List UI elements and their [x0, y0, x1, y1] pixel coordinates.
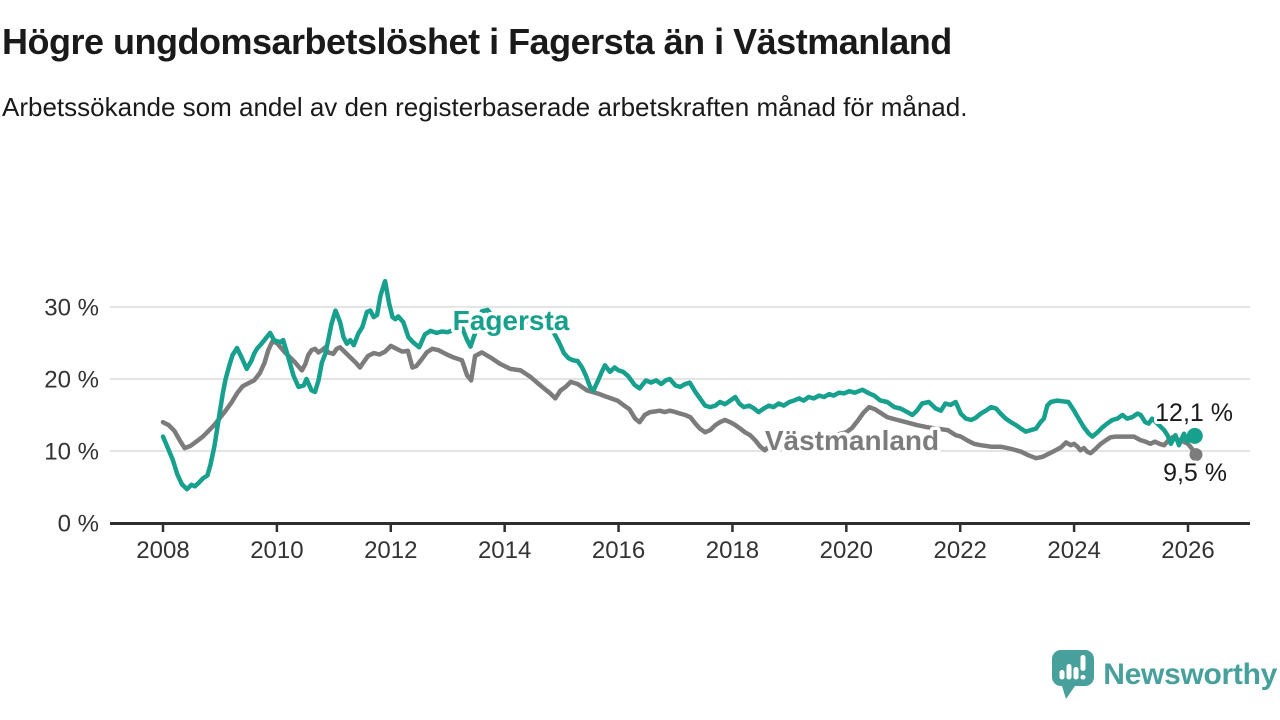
y-tick-label-10: 10 %	[44, 439, 99, 466]
vastmanland-series-label: Västmanland	[765, 425, 939, 456]
page-title: Högre ungdomsarbetslöshet i Fagersta än …	[2, 21, 952, 62]
x-axis-labels: 2008 2010 2012 2014 2016 2018 2020 2022 2024 2026	[136, 537, 1214, 564]
x-tick-label-2018: 2018	[706, 537, 759, 564]
x-tick-label-2012: 2012	[364, 537, 417, 564]
header: Högre ungdomsarbetslöshet i Fagersta än …	[2, 20, 1242, 128]
x-tick-label-2014: 2014	[478, 537, 531, 564]
x-tick-label-2008: 2008	[136, 537, 189, 564]
västmanland-line	[160, 339, 1199, 461]
x-tick-label-2010: 2010	[250, 537, 303, 564]
y-tick-label-0: 0 %	[58, 511, 99, 538]
fagersta-end-value: 12,1 %	[1155, 399, 1233, 427]
fagersta-line	[160, 278, 1198, 492]
y-axis-labels: 0 % 10 % 20 % 30 %	[44, 295, 99, 538]
gridlines	[110, 306, 1250, 452]
x-tick-label-2020: 2020	[820, 537, 873, 564]
y-tick-label-30: 30 %	[44, 295, 99, 322]
speech-bubble-shape	[1052, 650, 1095, 699]
x-tick-label-2024: 2024	[1047, 537, 1100, 564]
chart-subtitle: Arbetssökande som andel av den registerb…	[2, 92, 968, 123]
y-tick-label-20: 20 %	[44, 367, 99, 394]
newsworthy-logo-text: Newsworthy	[1103, 658, 1277, 691]
series-lines	[160, 278, 1199, 492]
newsworthy-logo: Newsworthy	[1052, 650, 1277, 700]
x-tick-label-2016: 2016	[592, 537, 645, 564]
newsworthy-logo-icon	[1052, 650, 1095, 699]
vastmanland-end-dot	[1189, 448, 1203, 462]
fagersta-end-dot	[1186, 427, 1203, 444]
bar-chart-glyph	[1059, 655, 1086, 680]
x-tick-label-2026: 2026	[1161, 537, 1214, 564]
x-axis-ticks	[161, 523, 1190, 532]
vastmanland-end-value: 9,5 %	[1163, 459, 1227, 487]
x-tick-label-2022: 2022	[934, 537, 987, 564]
fagersta-series-label: Fagersta	[453, 305, 570, 336]
